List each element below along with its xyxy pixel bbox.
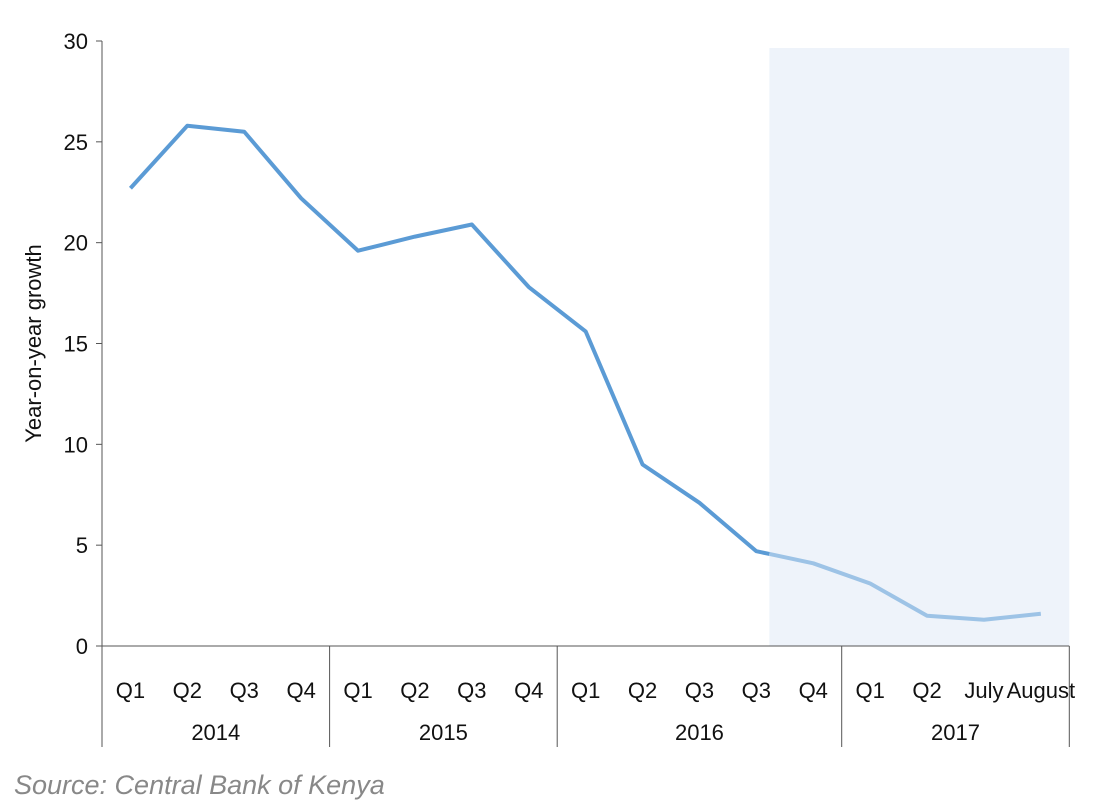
x-tick-label: Q1 [116, 678, 145, 703]
x-tick-label: Q2 [173, 678, 202, 703]
series-line [128, 123, 770, 556]
x-tick-label: Q3 [685, 678, 714, 703]
x-tick-label: July [964, 678, 1003, 703]
x-tick-label: August [1007, 678, 1076, 703]
y-tick-label: 20 [64, 231, 88, 256]
x-group-label: 2015 [419, 720, 468, 745]
source-note: Source: Central Bank of Kenya [14, 770, 385, 800]
x-tick-label: Q3 [230, 678, 259, 703]
x-tick-label: Q4 [799, 678, 828, 703]
y-tick-label: 15 [64, 332, 88, 357]
y-tick-label: 5 [76, 533, 88, 558]
x-tick-label: Q4 [514, 678, 543, 703]
forecast-shade [769, 48, 1070, 646]
y-axis-label: Year-on-year growth [21, 244, 46, 443]
x-tick-label: Q2 [628, 678, 657, 703]
x-tick-label: Q2 [400, 678, 429, 703]
series-line-highlighted [768, 552, 1042, 622]
x-tick-label: Q4 [286, 678, 315, 703]
y-tick-label: 30 [64, 29, 88, 54]
x-group-label: 2017 [931, 720, 980, 745]
x-tick-label: Q3 [457, 678, 486, 703]
y-tick-label: 10 [64, 432, 88, 457]
x-group-label: 2016 [675, 720, 724, 745]
x-tick-label: Q3 [742, 678, 771, 703]
y-tick-label: 0 [76, 634, 88, 659]
x-tick-label: Q1 [571, 678, 600, 703]
x-tick-label: Q2 [912, 678, 941, 703]
line-chart: 0 5 10 15 20 25 30 Year-on-year growth Q1 Q2 Q3 Q4 2… [21, 29, 1076, 747]
x-tick-label: Q1 [855, 678, 884, 703]
x-group-label: 2014 [191, 720, 240, 745]
y-tick-label: 25 [64, 130, 88, 155]
x-tick-label: Q1 [343, 678, 372, 703]
